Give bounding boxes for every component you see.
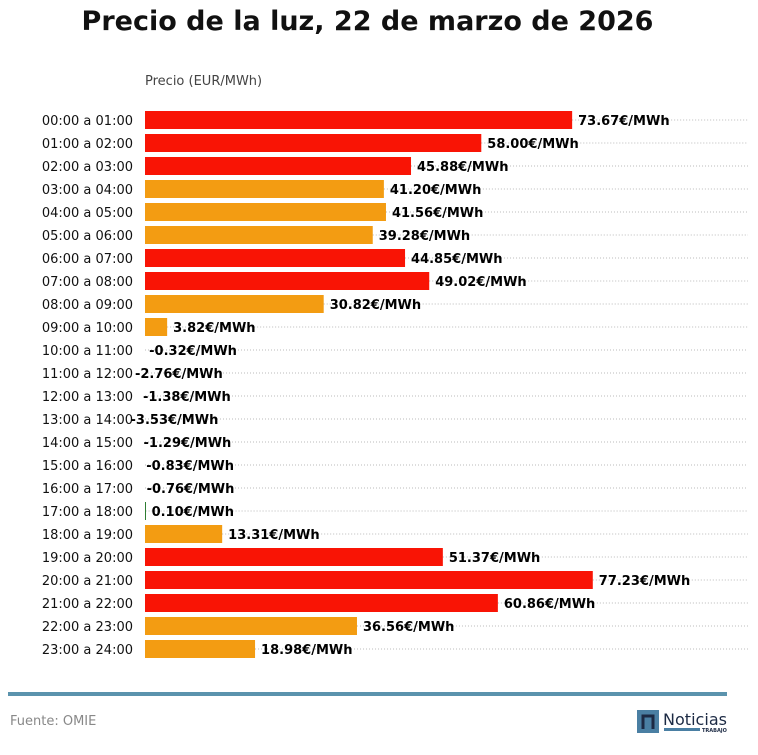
category-label: 19:00 a 20:00 — [42, 551, 133, 566]
value-label: 44.85€/MWh — [411, 252, 502, 267]
svg-text:Noticias: Noticias — [663, 710, 727, 729]
value-label: 77.23€/MWh — [599, 574, 690, 589]
value-label: 39.28€/MWh — [379, 229, 470, 244]
category-label: 03:00 a 04:00 — [42, 183, 133, 198]
bar — [145, 249, 406, 267]
category-label: 20:00 a 21:00 — [42, 574, 133, 589]
axis-label: Precio (EUR/MWh) — [145, 74, 263, 89]
bar — [145, 571, 593, 589]
bar — [145, 594, 498, 612]
value-label: 13.31€/MWh — [228, 528, 319, 543]
value-label: 36.56€/MWh — [363, 620, 454, 635]
value-label: -0.32€/MWh — [149, 344, 237, 359]
value-label: -0.83€/MWh — [146, 459, 234, 474]
value-label: -0.76€/MWh — [147, 482, 235, 497]
category-label: 16:00 a 17:00 — [42, 482, 133, 497]
category-label: 01:00 a 02:00 — [42, 137, 133, 152]
bar — [145, 111, 573, 129]
category-label: 08:00 a 09:00 — [42, 298, 133, 313]
category-label: 21:00 a 22:00 — [42, 597, 133, 612]
bar — [145, 525, 223, 543]
bar — [145, 203, 386, 221]
category-label: 00:00 a 01:00 — [42, 114, 133, 129]
category-label: 11:00 a 12:00 — [42, 367, 133, 382]
category-label: 17:00 a 18:00 — [42, 505, 133, 520]
bar — [145, 272, 430, 290]
value-label: -1.38€/MWh — [143, 390, 231, 405]
svg-text:TRABAJO: TRABAJO — [702, 728, 727, 734]
category-label: 06:00 a 07:00 — [42, 252, 133, 267]
bar — [145, 318, 168, 336]
category-label: 10:00 a 11:00 — [42, 344, 133, 359]
value-label: 3.82€/MWh — [173, 321, 255, 336]
category-label: 18:00 a 19:00 — [42, 528, 133, 543]
value-label: -2.76€/MWh — [135, 367, 223, 382]
value-label: 30.82€/MWh — [330, 298, 421, 313]
chart-title: Precio de la luz, 22 de marzo de 2026 — [81, 6, 654, 37]
bar — [145, 226, 373, 244]
category-label: 09:00 a 10:00 — [42, 321, 133, 336]
bar — [145, 295, 324, 313]
source-text: Fuente: OMIE — [10, 714, 97, 729]
category-label: 02:00 a 03:00 — [42, 160, 133, 175]
value-label: 45.88€/MWh — [417, 160, 508, 175]
bar — [145, 640, 256, 658]
noticias-trabajo-logo: Noticias TRABAJO — [637, 710, 727, 734]
value-label: -1.29€/MWh — [144, 436, 232, 451]
bar-chart: 00:00 a 01:00 73.67€/MWh 01:00 a 02:00 58.0… — [42, 111, 748, 658]
value-label: 41.20€/MWh — [390, 183, 481, 198]
bar — [145, 502, 146, 520]
bar — [145, 548, 443, 566]
value-label: 60.86€/MWh — [504, 597, 595, 612]
category-label: 22:00 a 23:00 — [42, 620, 133, 635]
category-label: 14:00 a 15:00 — [42, 436, 133, 451]
value-label: 51.37€/MWh — [449, 551, 540, 566]
category-label: 04:00 a 05:00 — [42, 206, 133, 221]
category-label: 15:00 a 16:00 — [42, 459, 133, 474]
value-label: 49.02€/MWh — [435, 275, 526, 290]
bar — [145, 157, 412, 175]
category-label: 07:00 a 08:00 — [42, 275, 133, 290]
value-label: -3.53€/MWh — [131, 413, 219, 428]
value-label: 41.56€/MWh — [392, 206, 483, 221]
category-label: 05:00 a 06:00 — [42, 229, 133, 244]
value-label: 73.67€/MWh — [578, 114, 669, 129]
category-label: 13:00 a 14:00 — [42, 413, 133, 428]
value-label: 0.10€/MWh — [152, 505, 234, 520]
category-label: 23:00 a 24:00 — [42, 643, 133, 658]
bar — [145, 134, 482, 152]
bar — [145, 617, 357, 635]
value-label: 18.98€/MWh — [261, 643, 352, 658]
value-label: 58.00€/MWh — [487, 137, 578, 152]
footer-divider — [8, 692, 727, 696]
category-label: 12:00 a 13:00 — [42, 390, 133, 405]
bar — [145, 180, 384, 198]
